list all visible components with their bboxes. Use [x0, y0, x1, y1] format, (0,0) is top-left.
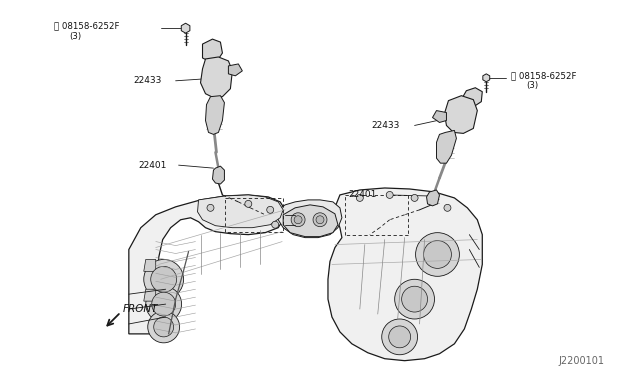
Circle shape	[388, 326, 411, 348]
Text: Ⓑ 08158-6252F: Ⓑ 08158-6252F	[511, 71, 577, 80]
Polygon shape	[462, 88, 483, 106]
Polygon shape	[144, 259, 156, 271]
Polygon shape	[144, 289, 156, 301]
Text: Ⓑ 08158-6252F: Ⓑ 08158-6252F	[54, 22, 120, 31]
Text: FRONT: FRONT	[123, 304, 158, 314]
Circle shape	[424, 241, 451, 268]
Polygon shape	[202, 39, 223, 61]
Circle shape	[152, 292, 175, 316]
Text: J2200101: J2200101	[559, 356, 605, 366]
Polygon shape	[483, 74, 490, 82]
Circle shape	[316, 216, 324, 224]
Circle shape	[415, 232, 460, 276]
Polygon shape	[200, 57, 232, 98]
Circle shape	[291, 213, 305, 227]
Text: 22401: 22401	[348, 190, 376, 199]
Polygon shape	[129, 195, 285, 334]
Text: 22433: 22433	[372, 121, 400, 130]
Circle shape	[395, 279, 435, 319]
Polygon shape	[436, 131, 456, 163]
Polygon shape	[444, 96, 477, 134]
Polygon shape	[198, 195, 283, 228]
Circle shape	[294, 216, 302, 224]
Circle shape	[411, 195, 418, 201]
Polygon shape	[426, 190, 440, 206]
Polygon shape	[283, 205, 338, 237]
Circle shape	[151, 266, 177, 292]
Circle shape	[146, 286, 182, 322]
Circle shape	[267, 206, 274, 213]
Circle shape	[272, 221, 278, 228]
Circle shape	[356, 195, 364, 201]
Polygon shape	[181, 23, 190, 33]
Circle shape	[381, 319, 417, 355]
Polygon shape	[278, 200, 342, 238]
Circle shape	[444, 204, 451, 211]
Circle shape	[148, 311, 180, 343]
Polygon shape	[212, 166, 225, 184]
Text: 22401: 22401	[139, 161, 167, 170]
Circle shape	[154, 317, 173, 337]
Circle shape	[313, 213, 327, 227]
Polygon shape	[205, 96, 225, 134]
Circle shape	[144, 259, 184, 299]
Circle shape	[402, 286, 428, 312]
Circle shape	[386, 192, 393, 198]
Polygon shape	[433, 110, 447, 122]
Circle shape	[207, 204, 214, 211]
Text: 22433: 22433	[134, 76, 162, 85]
Circle shape	[245, 201, 252, 207]
Polygon shape	[328, 188, 483, 361]
Text: (3): (3)	[526, 81, 538, 90]
Text: (3): (3)	[69, 32, 81, 41]
Polygon shape	[228, 64, 243, 76]
